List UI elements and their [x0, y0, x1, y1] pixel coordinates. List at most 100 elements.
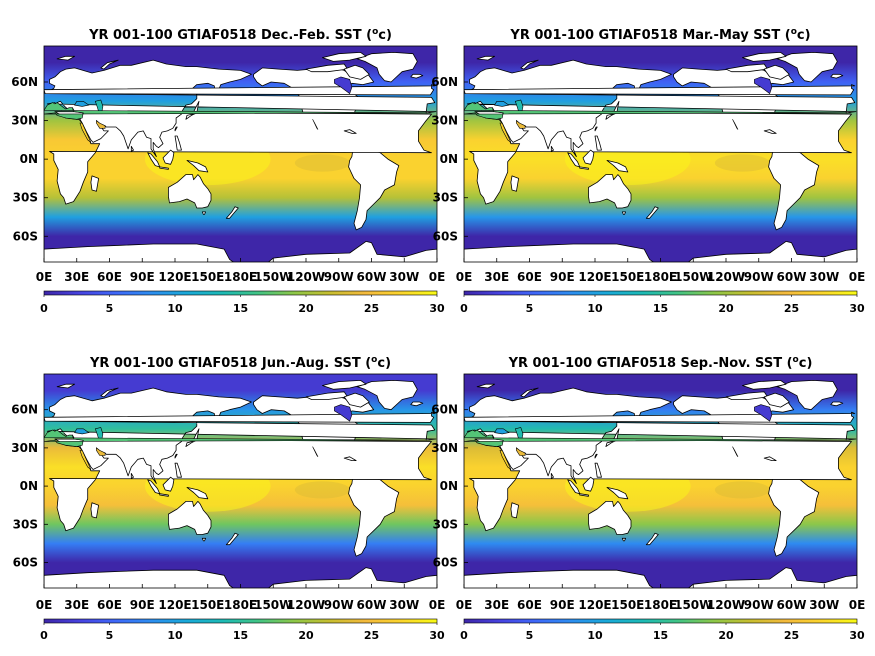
land-new-zealand: [225, 532, 239, 546]
x-tick-label: 150W: [254, 598, 292, 612]
sea-hudson-bay: [334, 76, 353, 95]
colorbar-tick-label: 30: [429, 629, 445, 642]
cold-tongue: [714, 154, 770, 172]
land-philippines: [594, 135, 602, 151]
y-tick-label: 30N: [431, 441, 458, 455]
land-south-america: [348, 143, 400, 231]
colorbar-tick-label: 15: [653, 302, 668, 315]
land-japan: [185, 428, 200, 448]
x-tick-label: 90E: [550, 598, 575, 612]
x-tick-label: 30E: [64, 270, 89, 284]
panel-title-text: YR 001-100 GTIAF0518 Mar.-May SST (: [509, 28, 790, 43]
land-philippines: [594, 462, 602, 478]
land-japan: [605, 428, 620, 448]
x-tick-label: 30W: [809, 598, 839, 612]
x-tick-label: 30E: [484, 598, 509, 612]
land-philippines: [174, 462, 182, 478]
sst-panel-3: YR 001-100 GTIAF0518 Jun.-Aug. SST (oc) 6…: [11, 355, 445, 642]
land-arctic-islands-2: [742, 379, 787, 390]
sst-map: [44, 374, 437, 588]
colorbar-tick-label: 20: [718, 629, 734, 642]
land-baffin: [763, 392, 790, 408]
sea-hudson-bay: [334, 404, 353, 422]
x-tick-label: 90W: [744, 270, 774, 284]
land-japan: [605, 100, 620, 120]
sea-red-sea: [79, 122, 92, 143]
land-greenland: [776, 379, 838, 411]
sea-mediterranean: [464, 102, 851, 120]
land-new-guinea: [186, 486, 209, 500]
x-tick-label: 150E: [191, 598, 224, 612]
y-tick-label: 60S: [433, 229, 458, 243]
panel-title-unit: c): [797, 28, 811, 43]
land-java: [579, 166, 589, 170]
land-taiwan: [174, 126, 178, 132]
x-tick-label: 0E: [456, 598, 473, 612]
land-new-guinea: [606, 486, 629, 500]
land-borneo: [162, 149, 175, 165]
land-madagascar: [510, 175, 519, 192]
land-baffin: [763, 64, 790, 80]
land-greenland: [356, 52, 418, 83]
x-tick-label: 0E: [429, 598, 446, 612]
sea-gulf-of-california: [732, 119, 739, 130]
land-japan: [185, 100, 200, 120]
y-tick-label: 30N: [11, 114, 38, 128]
x-tick-label: 180E: [224, 270, 257, 284]
sea-hudson-bay: [754, 404, 773, 422]
y-tick-label: 60N: [11, 403, 38, 417]
land-novaya-zemlya: [100, 387, 119, 398]
x-tick-label: 0E: [456, 270, 473, 284]
land-taiwan: [594, 453, 598, 459]
land-baffin: [343, 392, 370, 408]
land-south-america: [768, 470, 820, 557]
land-baffin: [343, 64, 370, 80]
colorbar: [463, 290, 858, 296]
panel-title-unit: c): [799, 356, 813, 371]
land-svalbard: [476, 55, 496, 61]
x-tick-label: 90W: [324, 270, 354, 284]
colorbar-tick-label: 10: [587, 302, 603, 315]
land-iceland: [830, 73, 844, 79]
colorbar-tick-label: 5: [106, 302, 114, 315]
colorbar-tick-label: 15: [233, 302, 248, 315]
y-tick-label: 30N: [11, 441, 38, 455]
x-tick-label: 60E: [517, 598, 542, 612]
land-greenland: [776, 52, 838, 83]
x-tick-label: 30W: [809, 270, 839, 284]
panel-title-text: YR 001-100 GTIAF0518 Sep.-Nov. SST (: [508, 356, 793, 371]
x-tick-label: 0E: [429, 270, 446, 284]
land-svalbard: [476, 383, 496, 389]
land-australia: [588, 174, 632, 209]
sea-red-sea: [499, 122, 512, 143]
land-south-america: [348, 470, 400, 557]
colorbar: [43, 618, 438, 624]
sea-gulf-of-california: [312, 119, 319, 130]
x-tick-label: 60W: [777, 270, 807, 284]
panel-title-degree: o: [793, 355, 799, 365]
land-novaya-zemlya: [100, 59, 119, 70]
sst-panel-2: YR 001-100 GTIAF0518 Mar.-May SST (oc) 60…: [431, 27, 865, 315]
sea-persian-gulf: [96, 119, 106, 129]
colorbar-tick-label: 0: [460, 629, 468, 642]
colorbar-tick-label: 10: [587, 629, 603, 642]
y-tick-label: 0N: [440, 479, 458, 493]
land-arctic-islands-2: [321, 379, 367, 390]
sst-panel-4: YR 001-100 GTIAF0518 Sep.-Nov. SST (oc) 6…: [431, 355, 865, 642]
sea-black-sea: [74, 428, 90, 435]
y-tick-label: 30S: [13, 517, 38, 531]
y-tick-label: 0N: [440, 152, 458, 166]
x-tick-label: 60E: [517, 270, 542, 284]
y-tick-label: 30S: [13, 191, 38, 205]
land-sri-lanka: [130, 145, 134, 152]
land-british-isles: [44, 84, 436, 96]
y-tick-label: 60N: [11, 75, 38, 89]
panel-title-degree: o: [371, 355, 377, 365]
x-tick-label: 120W: [287, 270, 325, 284]
land-british-isles: [464, 84, 856, 96]
colorbar-tick-label: 15: [653, 629, 668, 642]
sea-red-sea: [79, 450, 92, 470]
sst-map: [464, 46, 857, 262]
colorbar-tick-label: 5: [526, 629, 534, 642]
panel-title: YR 001-100 GTIAF0518 Sep.-Nov. SST (oc): [508, 355, 813, 371]
